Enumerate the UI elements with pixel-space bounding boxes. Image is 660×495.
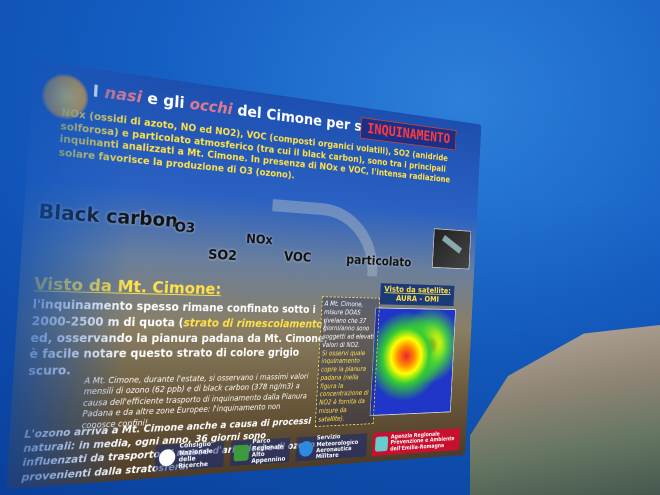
logo-parco: Parco Regionale Alto Appennino [230, 438, 291, 467]
pollutant-particolato: particolato [346, 252, 412, 270]
title-middle: e gli [147, 89, 185, 112]
satellite-note-part2: Si osservi quale inquinamento copre la p… [318, 349, 375, 424]
satellite-no2-map [370, 308, 456, 416]
pollutant-so2: SO2 [208, 246, 238, 264]
title-prefix: I [92, 82, 99, 102]
satellite-label: Visto da satellite: AURA - OMI [380, 283, 455, 306]
logo-cnr-label: Consiglio Nazionale delle Ricerche [178, 441, 221, 470]
satellite-icon [432, 228, 471, 269]
logo-servizio-label: Servizio Meteorologico Aeronautica Milit… [316, 433, 365, 461]
logo-parco-label: Parco Regionale Alto Appennino [251, 437, 288, 465]
parco-logo-icon [233, 445, 249, 462]
section-body: l'inquinamento spesso rimane confinato s… [28, 296, 332, 380]
logo-servizio: Servizio Meteorologico Aeronautica Milit… [296, 433, 368, 461]
logo-cnr: Consiglio Nazionale delle Ricerche [155, 442, 225, 472]
servizio-logo-icon [299, 441, 314, 457]
satellite-note-part1: A Mt. Cimone, misure DOAS rivelano che 3… [322, 300, 377, 349]
pollutant-o3: O3 [174, 219, 195, 237]
section-body-italic: strato di rimescolamento [183, 316, 323, 330]
satellite-note: A Mt. Cimone, misure DOAS rivelano che 3… [315, 296, 380, 427]
title-word-occhi: occhi [189, 95, 233, 119]
section-heading: Visto da Mt. Cimone: [33, 275, 221, 299]
logo-arpa: Agenzia Regionale Prevenzione e Ambiente… [372, 428, 460, 456]
slide-panel: I nasi e gli occhi del Cimone per studia… [6, 60, 481, 489]
logo-arpa-label: Agenzia Regionale Prevenzione e Ambiente… [390, 431, 457, 453]
cnr-logo-icon [159, 449, 176, 467]
pollutant-black-carbon: Black carbon [38, 199, 179, 231]
arpa-logo-icon [375, 436, 388, 452]
title-word-nasi: nasi [104, 84, 143, 108]
pollutant-voc: VOC [284, 248, 312, 265]
pollutant-nox: NOx [246, 232, 273, 248]
